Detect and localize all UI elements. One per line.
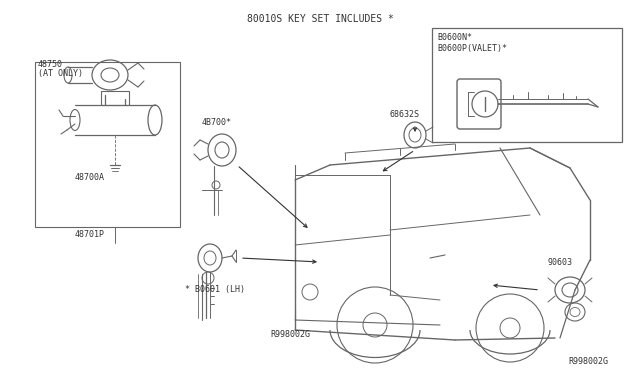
Text: 48700A: 48700A: [75, 173, 105, 182]
Text: R998002G: R998002G: [270, 330, 310, 339]
Bar: [35, 62, 180, 227]
Text: * B0601 (LH): * B0601 (LH): [185, 285, 245, 294]
Text: B0600N*: B0600N*: [437, 33, 472, 42]
Text: 48701P: 48701P: [75, 230, 105, 239]
Text: R998002G: R998002G: [568, 357, 608, 366]
Text: 4B700*: 4B700*: [202, 118, 232, 127]
Text: 80010S KEY SET INCLUDES *: 80010S KEY SET INCLUDES *: [246, 14, 394, 24]
Text: 90603: 90603: [548, 258, 573, 267]
Text: 68632S: 68632S: [390, 110, 420, 119]
Text: (AT ONLY): (AT ONLY): [38, 69, 83, 78]
Bar: [101, 91, 129, 105]
Text: 48750: 48750: [38, 60, 63, 69]
Bar: [432, 28, 622, 142]
Text: B0600P(VALET)*: B0600P(VALET)*: [437, 44, 507, 53]
